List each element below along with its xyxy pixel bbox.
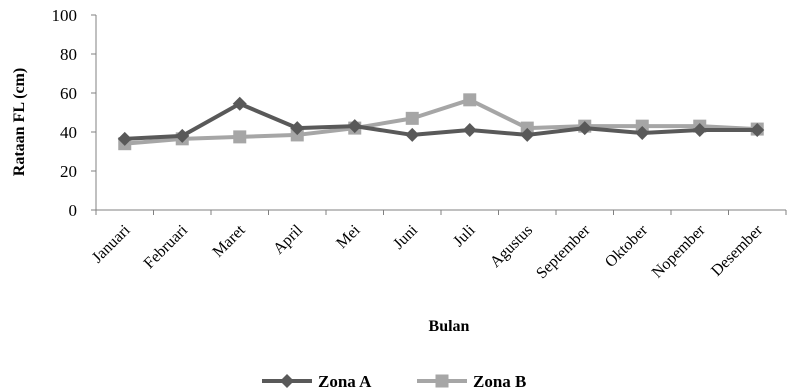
x-tick-label: Mei bbox=[333, 221, 364, 252]
data-point bbox=[463, 93, 477, 107]
x-tick-label: September bbox=[533, 221, 594, 282]
legend-marker bbox=[280, 374, 294, 388]
x-tick-label: Februari bbox=[141, 221, 192, 272]
x-tick-label: Desember bbox=[708, 221, 766, 279]
series-zona-a bbox=[117, 96, 765, 146]
legend-marker bbox=[435, 374, 449, 388]
y-tick-label: 0 bbox=[69, 201, 78, 220]
x-axis: Januari Februari Maret April Mei Juni Juli Agus… bbox=[89, 209, 787, 282]
data-point bbox=[232, 96, 247, 111]
y-tick-label: 60 bbox=[60, 84, 77, 103]
x-tick-label: Agustus bbox=[487, 222, 536, 271]
x-tick-label: Maret bbox=[210, 221, 249, 260]
y-tick-label: 40 bbox=[60, 123, 77, 142]
x-axis-title: Bulan bbox=[429, 318, 470, 335]
series-zona-b bbox=[118, 93, 764, 151]
x-tick-label: Juli bbox=[450, 221, 479, 250]
data-point bbox=[750, 123, 765, 138]
x-tick-label: Januari bbox=[89, 221, 134, 266]
y-axis-title: Rataan FL (cm) bbox=[11, 68, 28, 176]
y-tick-label: 80 bbox=[60, 45, 77, 64]
series-layer bbox=[117, 93, 765, 151]
y-tick-label: 100 bbox=[52, 6, 78, 25]
data-point bbox=[233, 130, 247, 144]
legend: Zona A Zona B bbox=[262, 372, 526, 391]
y-axis: 0 20 40 60 80 100 bbox=[52, 6, 97, 220]
data-point bbox=[462, 123, 477, 138]
legend-label: Zona B bbox=[473, 372, 526, 391]
x-tick-label: Juni bbox=[390, 221, 421, 252]
series-line bbox=[124, 101, 758, 141]
data-point bbox=[175, 128, 190, 143]
data-point bbox=[290, 121, 305, 136]
legend-item: Zona A bbox=[262, 372, 372, 391]
x-tick-label: April bbox=[270, 221, 306, 257]
data-point bbox=[347, 119, 362, 134]
data-point bbox=[117, 131, 132, 146]
legend-label: Zona A bbox=[318, 372, 372, 391]
data-point bbox=[405, 127, 420, 142]
data-point bbox=[577, 121, 592, 136]
data-point bbox=[405, 111, 419, 125]
data-point bbox=[692, 123, 707, 138]
x-tick-label: Nopember bbox=[649, 221, 709, 281]
x-tick-label: Oktober bbox=[602, 221, 652, 271]
series-line bbox=[124, 97, 758, 146]
data-point bbox=[520, 127, 535, 142]
legend-item: Zona B bbox=[417, 372, 526, 391]
data-point bbox=[635, 125, 650, 140]
y-tick-label: 20 bbox=[60, 162, 77, 181]
